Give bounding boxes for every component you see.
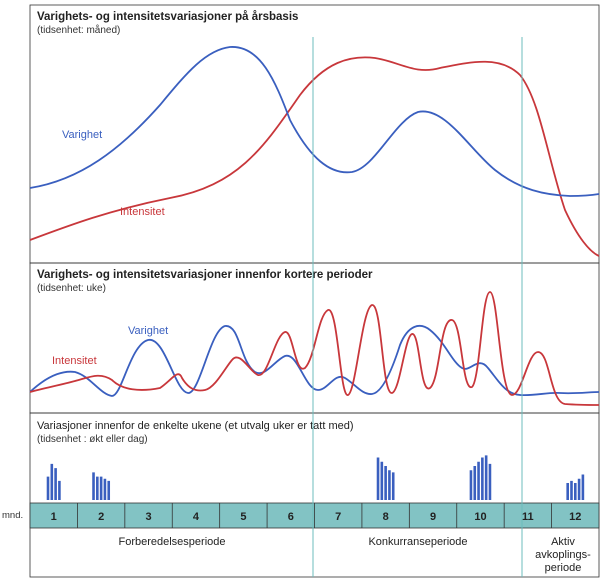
- session-bar-month-10: [481, 457, 484, 500]
- weekly-intensity-curve: [29, 291, 600, 406]
- month-label-10: 10: [474, 511, 486, 523]
- annual-duration-curve: [29, 46, 600, 197]
- weekly-duration-label: Varighet: [128, 325, 168, 337]
- session-bar-month-12: [570, 480, 573, 500]
- period-recovery-label-line-1: Aktiv: [551, 536, 575, 548]
- month-label-6: 6: [288, 511, 294, 523]
- panel-3-subtitle: (tidsenhet : økt eller dag): [37, 434, 148, 445]
- session-bar-month-2: [103, 478, 107, 500]
- month-axis-label: mnd.: [2, 510, 23, 521]
- session-bar-month-8: [391, 472, 395, 500]
- panel-3-title: Variasjoner innenfor de enkelte ukene (e…: [37, 420, 354, 432]
- month-label-8: 8: [383, 511, 389, 523]
- month-label-11: 11: [522, 511, 534, 523]
- session-bar-month-8: [384, 466, 387, 500]
- month-axis: 1 2 3 4 5 6 7 8 9 10 11 12: [29, 502, 600, 529]
- session-bar-month-8: [388, 470, 391, 500]
- panel-1-frame: [29, 4, 600, 264]
- panel-2-title: Varighets- og intensitetsvariasjoner inn…: [37, 269, 373, 281]
- month-label-1: 1: [51, 511, 57, 523]
- session-bar-month-10: [477, 461, 480, 500]
- session-bar-month-2: [107, 480, 111, 500]
- panel-2-subtitle: (tidsenhet: uke): [37, 283, 106, 294]
- panel-2-frame: [29, 262, 600, 414]
- panel-1-title: Varighets- og intensitetsvariasjoner på …: [37, 11, 298, 23]
- panel-1-subtitle: (tidsenhet: måned): [37, 24, 120, 36]
- session-bar-month-2: [92, 472, 95, 500]
- month-label-4: 4: [193, 511, 200, 523]
- month-label-9: 9: [430, 511, 436, 523]
- panel-3-frame: [29, 412, 600, 578]
- month-label-2: 2: [98, 511, 104, 523]
- session-bar-month-12: [577, 478, 581, 500]
- session-bar-month-8: [380, 461, 384, 500]
- session-bar-month-12: [581, 474, 585, 500]
- session-bar-month-10: [473, 466, 477, 500]
- period-preparation-label: Forberedelsesperiode: [118, 536, 225, 548]
- session-bar-month-1: [58, 480, 61, 500]
- session-bar-month-12: [573, 483, 577, 500]
- session-bar-month-1: [50, 463, 54, 500]
- session-bar-month-2: [96, 476, 99, 500]
- session-bar-month-1: [54, 468, 57, 500]
- month-label-7: 7: [335, 511, 341, 523]
- session-bar-month-10: [469, 470, 473, 500]
- session-bar-month-2: [99, 476, 103, 500]
- month-label-5: 5: [240, 511, 246, 523]
- session-bar-month-8: [376, 457, 380, 500]
- month-label-12: 12: [569, 511, 581, 523]
- month-label-3: 3: [145, 511, 151, 523]
- weekly-duration-curve: [29, 325, 600, 397]
- annual-intensity-label: Intensitet: [120, 206, 165, 218]
- annual-duration-label: Varighet: [62, 129, 102, 141]
- session-bar-month-1: [46, 476, 50, 500]
- session-bar-month-10: [488, 463, 492, 500]
- period-recovery-label-line-2: avkoplings-: [535, 549, 591, 561]
- session-bar-month-12: [566, 483, 569, 500]
- period-competition-label: Konkurranseperiode: [368, 536, 467, 548]
- session-bar-month-10: [484, 455, 488, 500]
- weekly-intensity-label: Intensitet: [52, 355, 97, 367]
- period-recovery-label-line-3: periode: [545, 562, 582, 574]
- weekly-session-bars: [46, 455, 585, 500]
- annual-intensity-curve: [29, 56, 600, 257]
